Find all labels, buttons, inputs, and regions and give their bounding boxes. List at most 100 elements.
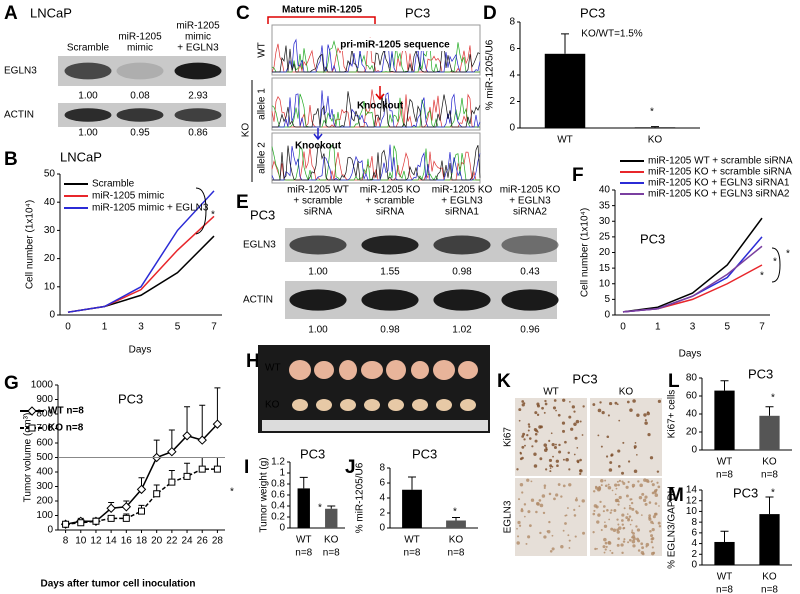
y-tick-label: 300 [36, 481, 53, 492]
stain [568, 468, 571, 471]
stain [657, 521, 661, 525]
blot-band [64, 108, 112, 122]
y-tick-label: 8 [509, 17, 515, 28]
y-tick-label: 20 [599, 247, 611, 258]
stain [631, 507, 635, 511]
stain [519, 483, 524, 487]
stain [629, 523, 632, 526]
stain [621, 480, 624, 483]
ihc-image [590, 398, 662, 476]
stain [551, 443, 555, 447]
marker [198, 465, 206, 473]
stain [582, 531, 586, 535]
quantification: 1.00 [308, 267, 328, 278]
blot-band [433, 235, 491, 255]
stain [607, 485, 612, 490]
stain [607, 483, 610, 486]
stain [618, 479, 622, 482]
stain [617, 503, 620, 506]
stain [652, 515, 656, 519]
stain [625, 516, 629, 520]
stain [592, 512, 596, 516]
stain [628, 515, 632, 518]
stain [593, 509, 596, 512]
y-tick-label: 10 [44, 281, 56, 292]
stain [562, 458, 565, 461]
y-axis-label: Cell number (1x10⁴) [25, 200, 36, 289]
stain [618, 419, 621, 422]
stain [543, 484, 547, 487]
stain [607, 414, 610, 417]
y-tick-label: 20 [686, 427, 698, 438]
row-label: allele 1 [257, 88, 268, 120]
panel-letter: J [345, 457, 356, 478]
bracket [267, 16, 376, 24]
stain [524, 444, 526, 447]
stain [544, 402, 548, 406]
stain [627, 480, 630, 484]
stain [552, 455, 554, 458]
marker [121, 502, 132, 512]
x-tick-label: 22 [166, 536, 178, 547]
stain [530, 480, 533, 483]
arrow [313, 128, 323, 141]
y-tick-label: 4 [379, 493, 385, 504]
blot-band [174, 108, 222, 122]
stain [610, 527, 614, 531]
stain [651, 528, 655, 532]
column-label: miR-1205 KO [360, 185, 421, 196]
stain [644, 502, 648, 506]
bracket-label: Mature miR-1205 [282, 5, 362, 16]
stain [603, 537, 607, 542]
legend-label: miR-1205 mimic + EGLN3 [92, 203, 209, 214]
stain [545, 468, 548, 471]
y-tick-label: 8 [379, 463, 385, 474]
column-label: miR-1205 WT [287, 185, 349, 196]
stain [614, 401, 618, 405]
y-tick-label: 35 [599, 200, 611, 211]
x-tick-note: n=8 [448, 548, 465, 559]
x-tick-label: 5 [724, 322, 730, 333]
y-tick-label: 0 [279, 523, 285, 534]
stain [615, 498, 620, 502]
stain [614, 493, 617, 496]
stain [646, 411, 650, 416]
pri-label: pri-miR-1205 sequence [340, 40, 450, 51]
chart-title: PC3 [580, 5, 605, 20]
stain [649, 530, 652, 533]
stain [631, 529, 634, 532]
label-bg [340, 38, 450, 51]
stain [536, 502, 540, 506]
column-label: siRNA1 [445, 207, 479, 218]
stain [553, 399, 557, 402]
stain [573, 508, 576, 511]
line [65, 468, 218, 525]
stain [644, 419, 647, 422]
tumor [386, 360, 406, 380]
quantification: 1.00 [308, 325, 328, 336]
stain [521, 435, 525, 438]
stain [543, 486, 546, 490]
stain [522, 432, 526, 436]
stain [557, 413, 561, 417]
error-bar [327, 505, 336, 509]
stain [636, 413, 640, 417]
column-label: miR-1205 KO [432, 185, 493, 196]
x-axis-label: Days after tumor cell inoculation [40, 579, 195, 590]
y-tick-label: 0.8 [271, 479, 285, 490]
y-tick-label: 900 [36, 394, 53, 405]
stain [648, 501, 652, 504]
stain [562, 484, 566, 488]
tumor [411, 361, 429, 379]
stain [548, 439, 551, 442]
column-label: + EGLN3 [177, 43, 219, 54]
stain [645, 542, 650, 547]
stain [630, 519, 633, 522]
stain [564, 440, 567, 444]
marker [107, 514, 115, 522]
stain [533, 464, 538, 468]
marker [183, 472, 191, 480]
chart-title: PC3 [118, 391, 143, 406]
y-tick-label: 60 [686, 391, 698, 402]
stain [539, 457, 543, 461]
